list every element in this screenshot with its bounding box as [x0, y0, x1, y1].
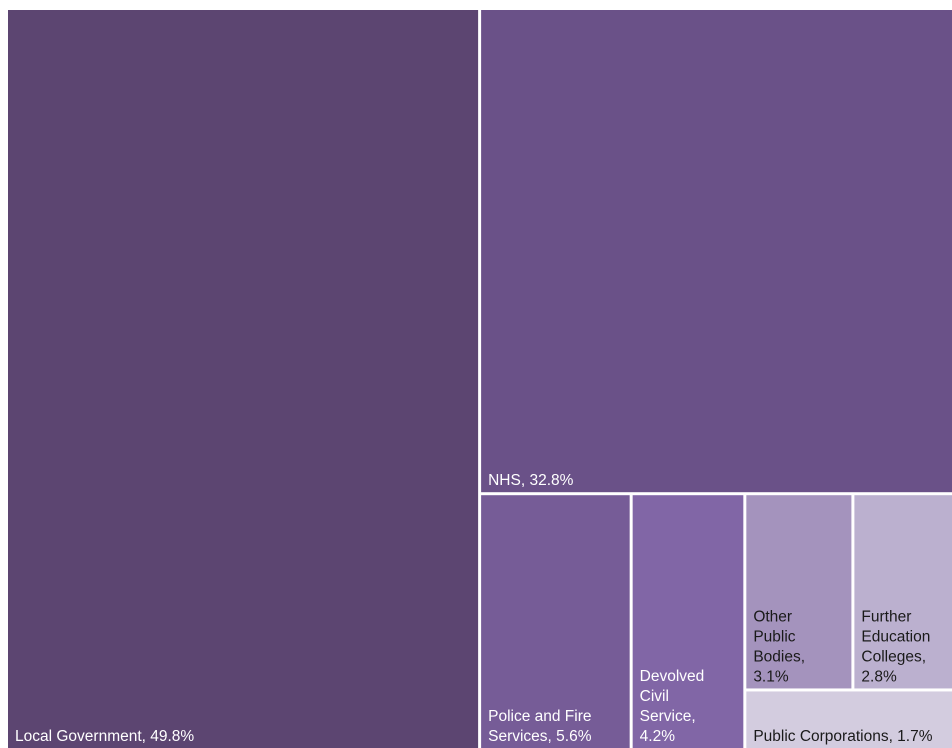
tile-public-corporations [746, 691, 952, 748]
tile-other-public-bodies [746, 495, 852, 689]
tile-label-police-and-fire-services: Police and Fire Services, 5.6% [488, 708, 592, 745]
tile-label-nhs: NHS, 32.8% [488, 472, 574, 489]
tile-police-and-fire-services [481, 495, 630, 748]
tile-label-local-government: Local Government, 49.8% [15, 728, 194, 745]
tile-nhs [481, 10, 952, 493]
treemap-labels: Local Government, 49.8% NHS, 32.8% Police … [15, 472, 933, 745]
tile-label-further-education-colleges: Further Education Colleges, 2.8% [861, 608, 930, 685]
tile-label-line: Devolved [640, 668, 705, 685]
tile-label-line: Police and Fire [488, 708, 591, 725]
tile-label-line: Service, [640, 708, 696, 725]
tile-label-line: 4.2% [640, 728, 676, 745]
tile-label-other-public-bodies: Other Public Bodies, 3.1% [753, 608, 805, 685]
tile-label-line: Bodies, [753, 648, 805, 665]
tile-label-line: NHS, 32.8% [488, 472, 574, 489]
tile-label-line: Other [753, 608, 792, 625]
tile-label-line: Further [861, 608, 911, 625]
tile-devolved-civil-service [632, 495, 744, 748]
tile-further-education-colleges [854, 495, 952, 689]
treemap-tiles [8, 10, 952, 748]
tile-label-public-corporations: Public Corporations, 1.7% [753, 728, 932, 745]
tile-label-line: 3.1% [753, 668, 789, 685]
tile-label-line: Civil [640, 688, 669, 705]
tile-label-line: Colleges, [861, 648, 926, 665]
tile-label-line: 2.8% [861, 668, 897, 685]
tile-label-devolved-civil-service: Devolved Civil Service, 4.2% [640, 668, 705, 745]
tile-label-line: Local Government, 49.8% [15, 728, 194, 745]
tile-label-line: Public [753, 628, 795, 645]
tile-label-line: Services, 5.6% [488, 728, 592, 745]
tile-label-line: Public Corporations, 1.7% [753, 728, 932, 745]
tile-label-line: Education [861, 628, 930, 645]
tile-local-government [8, 10, 479, 748]
